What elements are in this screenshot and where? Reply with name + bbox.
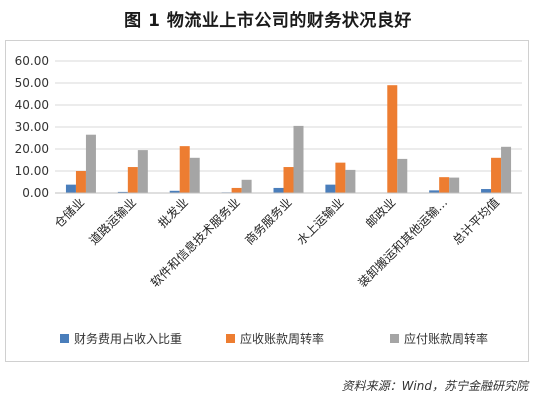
bar-3 bbox=[397, 158, 408, 193]
bar-1 bbox=[273, 187, 284, 193]
bar-chart: 0.00 10.00 20.00 30.00 40.00 50.00 60.00 仓储业 道路… bbox=[15, 54, 522, 346]
bar-1 bbox=[169, 190, 180, 193]
bar-3 bbox=[137, 150, 148, 193]
x-category-label: 装卸搬运和其他运输… bbox=[355, 195, 450, 290]
bar-3 bbox=[501, 146, 512, 193]
bar-2 bbox=[231, 187, 242, 193]
legend-label: 应收账款周转率 bbox=[240, 331, 324, 346]
y-axis-ticks: 0.00 10.00 20.00 30.00 40.00 50.00 60.00 bbox=[15, 54, 49, 200]
figure-title: 图 1 物流业上市公司的财务状况良好 bbox=[124, 11, 412, 31]
bar-1 bbox=[429, 190, 440, 193]
bar-2 bbox=[491, 157, 502, 193]
y-tick-label: 20.00 bbox=[15, 142, 49, 156]
chart-frame bbox=[5, 40, 529, 362]
x-category-label: 批发业 bbox=[155, 195, 191, 231]
y-tick-label: 40.00 bbox=[15, 98, 49, 112]
legend-label: 应付账款周转率 bbox=[404, 331, 488, 346]
bar-1 bbox=[65, 184, 76, 193]
legend: 财务费用占收入比重 应收账款周转率 应付账款周转率 bbox=[60, 331, 488, 346]
gridlines bbox=[55, 60, 522, 172]
bar-3 bbox=[293, 125, 304, 193]
y-tick-label: 30.00 bbox=[15, 120, 49, 134]
y-tick-label: 50.00 bbox=[15, 76, 49, 90]
x-category-label: 水上运输业 bbox=[293, 195, 346, 248]
legend-swatch bbox=[60, 334, 69, 343]
bar-2 bbox=[439, 177, 450, 193]
x-category-label: 邮政业 bbox=[363, 195, 398, 230]
y-tick-label: 10.00 bbox=[15, 164, 49, 178]
bar-3 bbox=[189, 157, 200, 193]
bar-3 bbox=[85, 134, 96, 193]
y-tick-label: 0.00 bbox=[22, 186, 49, 200]
legend-swatch bbox=[226, 334, 235, 343]
bar-2 bbox=[127, 167, 138, 193]
bar-1 bbox=[481, 189, 492, 193]
bar-2 bbox=[179, 146, 190, 193]
source-note: 资料来源：Wind，苏宁金融研究院 bbox=[341, 379, 528, 393]
x-category-label: 商务服务业 bbox=[242, 195, 295, 248]
x-category-label: 道路运输业 bbox=[86, 195, 139, 248]
bars bbox=[65, 85, 512, 193]
bar-3 bbox=[345, 169, 356, 193]
x-category-label: 总计平均值 bbox=[449, 195, 502, 248]
bar-3 bbox=[449, 177, 460, 193]
bar-3 bbox=[241, 179, 252, 193]
legend-swatch bbox=[390, 334, 399, 343]
x-category-label: 仓储业 bbox=[51, 195, 87, 231]
bar-2 bbox=[387, 85, 398, 193]
legend-label: 财务费用占收入比重 bbox=[74, 331, 182, 346]
x-category-label: 软件和信息技术服务业 bbox=[147, 195, 242, 290]
bar-2 bbox=[283, 167, 294, 193]
bar-1 bbox=[117, 191, 128, 193]
bar-2 bbox=[335, 162, 346, 193]
bar-1 bbox=[325, 184, 336, 193]
y-tick-label: 60.00 bbox=[15, 54, 49, 68]
bar-2 bbox=[75, 171, 86, 193]
